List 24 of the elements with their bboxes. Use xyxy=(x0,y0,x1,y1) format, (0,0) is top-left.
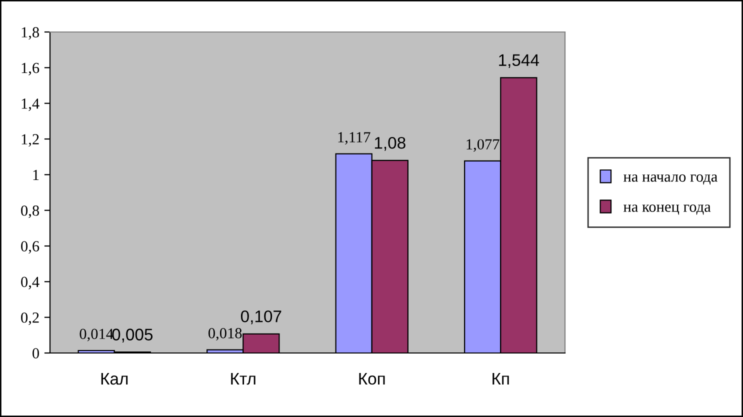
legend-label: на начало года xyxy=(624,174,718,185)
data-label: 0,018 xyxy=(208,328,242,341)
x-tick-label: Кп xyxy=(492,373,509,385)
legend-label: на конец года xyxy=(624,204,711,215)
data-label: 0,014 xyxy=(80,328,114,342)
y-tick-label: 0,4 xyxy=(21,276,40,290)
x-tick-label: Кал xyxy=(101,373,128,385)
data-label: 1,117 xyxy=(338,132,370,145)
y-tick-label: 0,8 xyxy=(21,205,39,218)
x-tick-label: Ктл xyxy=(231,373,256,385)
y-tick-label: 1,2 xyxy=(22,134,39,147)
y-tick-label: 1 xyxy=(33,170,39,180)
data-label: 1,544 xyxy=(499,54,540,68)
data-label: 1,08 xyxy=(374,136,406,151)
data-label: 0,107 xyxy=(240,310,282,324)
y-tick-label: 0,6 xyxy=(21,241,40,254)
y-tick-label: 1,4 xyxy=(22,98,40,111)
data-label: 0,005 xyxy=(112,328,153,342)
y-tick-label: 1,8 xyxy=(22,27,39,40)
data-label: 1,077 xyxy=(466,139,500,152)
x-tick-label: Коп xyxy=(359,373,385,385)
y-tick-label: 1,6 xyxy=(22,62,40,76)
y-tick-label: 0 xyxy=(32,348,39,358)
y-tick-label: 0,2 xyxy=(21,312,39,325)
